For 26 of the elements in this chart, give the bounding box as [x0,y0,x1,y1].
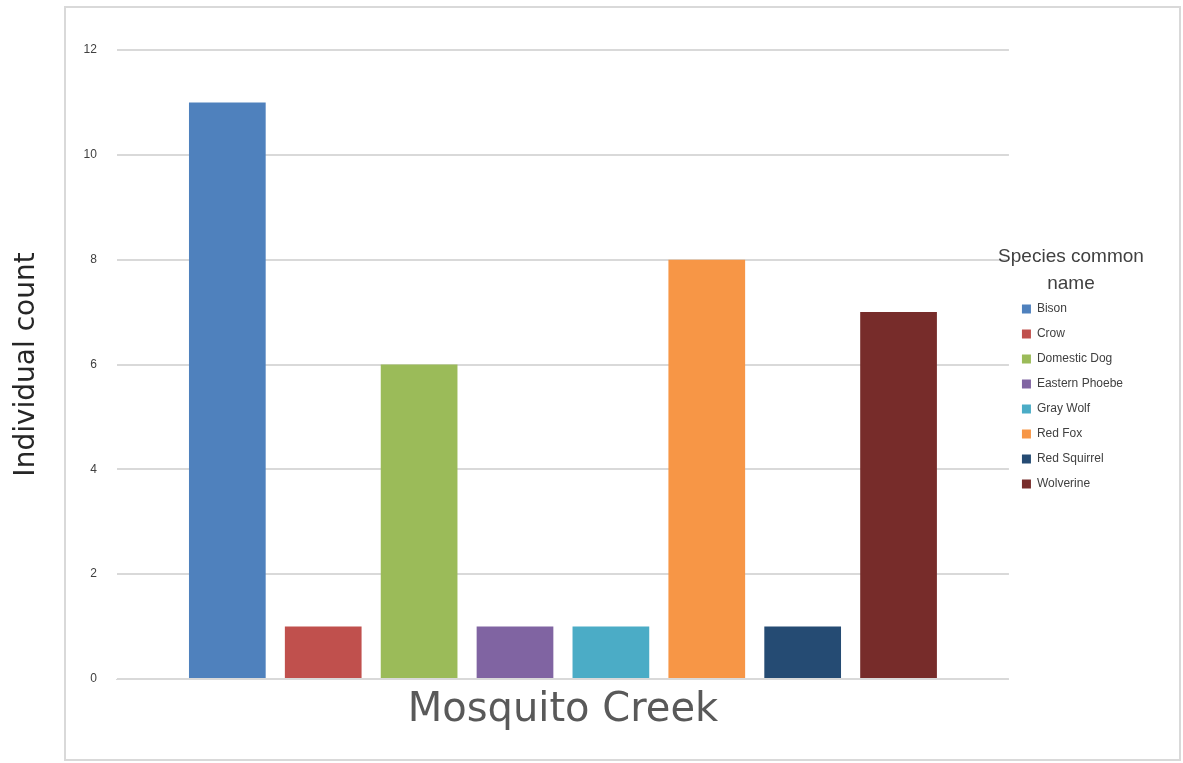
bar [668,259,746,678]
legend-label: Bison [1036,301,1067,316]
y-tick-label: 4 [90,461,98,476]
bar [188,102,266,678]
legend-title: Species common name [998,244,1144,293]
legend-label: Domestic Dog [1036,351,1113,366]
bar [476,626,554,678]
y-tick-label: 6 [90,356,98,371]
bar [380,364,458,678]
legend-label: Wolverine [1036,476,1091,491]
legend-label: Gray Wolf [1036,401,1091,416]
y-tick-label: 10 [83,147,98,162]
legend-label: Crow [1036,326,1066,341]
bar [284,626,362,678]
bar [764,626,842,678]
x-tick-label: Mosquito Creek [407,684,719,731]
legend-label: Eastern Phoebe [1036,376,1124,391]
legend-label: Red Fox [1036,426,1083,441]
bar [860,312,937,678]
y-axis-title: Individual count [8,252,42,477]
y-tick-label: 12 [83,42,98,57]
bar [572,626,650,678]
y-tick-label: 2 [90,566,98,581]
legend-label: Red Squirrel [1036,451,1104,466]
y-tick-label: 0 [90,671,98,686]
y-tick-label: 8 [90,251,98,266]
